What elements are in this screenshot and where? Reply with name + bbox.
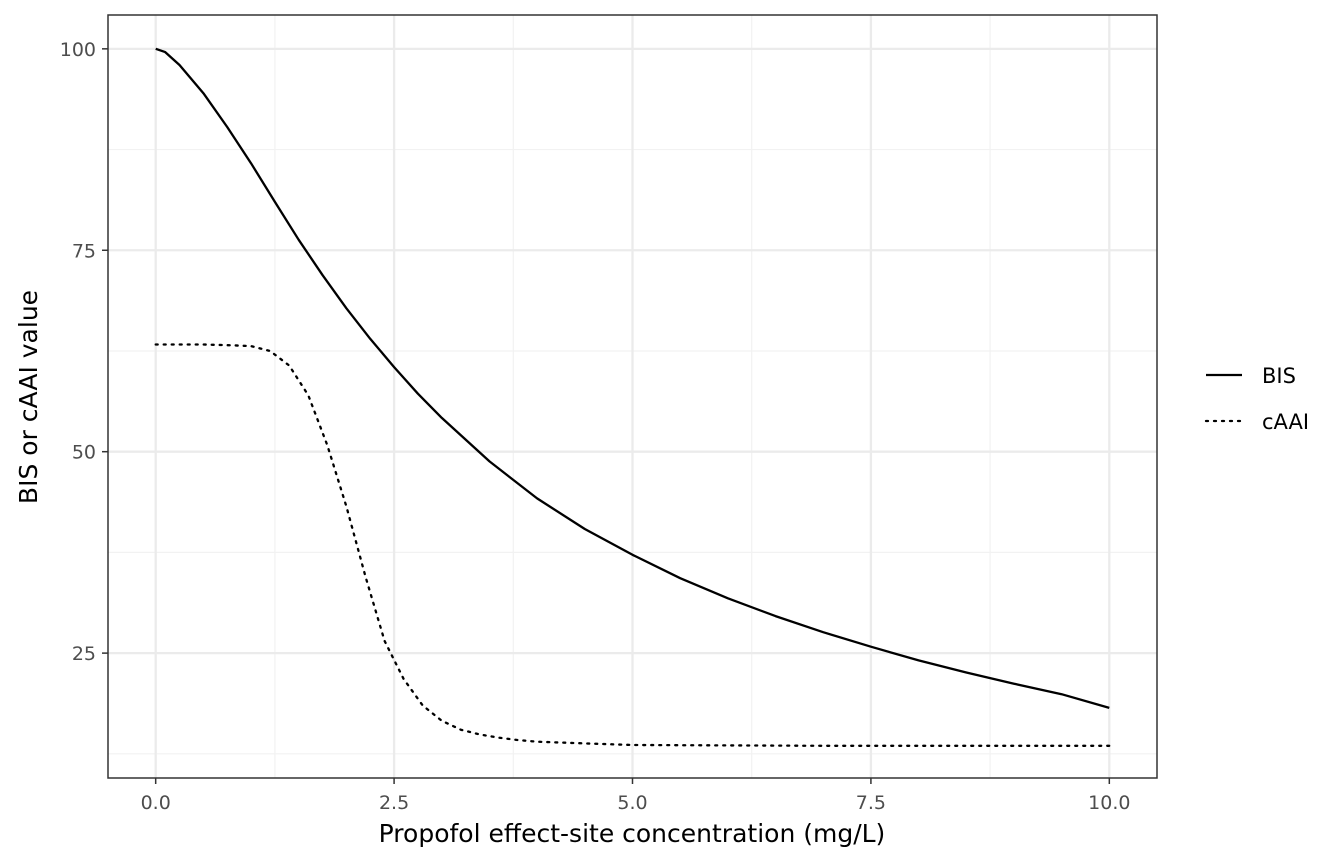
y-tick-label: 75: [72, 240, 96, 262]
series-line-bis: [155, 47, 1110, 710]
x-axis-title: Propofol effect-site concentration (mg/L…: [379, 819, 886, 848]
y-tick-label: 25: [72, 643, 96, 665]
x-tick-label: 0.0: [141, 792, 171, 814]
y-tick-label: 50: [72, 442, 96, 464]
y-axis: 25 50 75 100: [60, 39, 108, 665]
y-tick-label: 100: [60, 39, 96, 61]
legend: BIS cAAI: [1204, 364, 1309, 434]
x-tick-label: 2.5: [379, 792, 409, 814]
plot-panel: [107, 14, 1158, 779]
x-tick-label: 5.0: [617, 792, 647, 814]
y-axis-title: BIS or cAAI value: [14, 290, 43, 504]
x-axis: 0.0 2.5 5.0 7.5 10.0: [141, 778, 1130, 814]
x-tick-label: 7.5: [856, 792, 886, 814]
legend-label-bis: BIS: [1262, 364, 1296, 388]
legend-label-caai: cAAI: [1262, 410, 1309, 434]
x-tick-label: 10.0: [1088, 792, 1130, 814]
series-line-caai: [154, 343, 1111, 747]
